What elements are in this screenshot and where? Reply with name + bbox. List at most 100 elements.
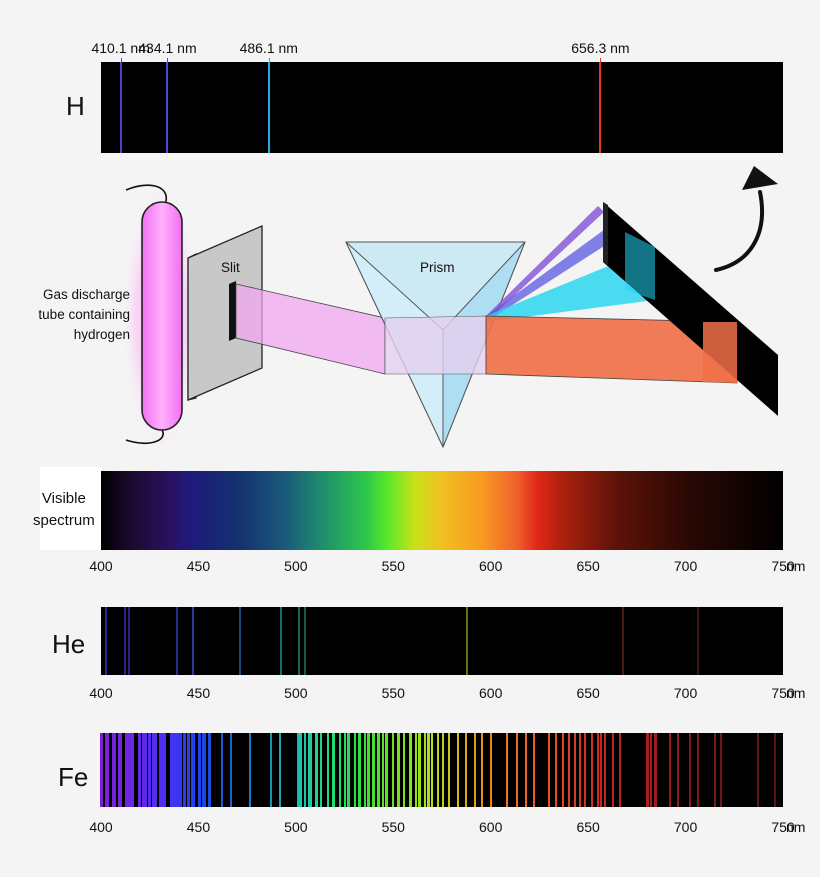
screen-edge-highlight xyxy=(603,202,608,265)
iron-line-12 xyxy=(151,733,157,807)
iron-line-83 xyxy=(646,733,650,807)
iron-line-60 xyxy=(447,733,450,807)
iron-line-9 xyxy=(141,733,145,807)
prism-label: Prism xyxy=(420,260,455,275)
iron-line-17 xyxy=(177,733,182,807)
iron-line-48 xyxy=(384,733,388,807)
iron-axis-tick-500: 500 xyxy=(284,819,308,835)
hydrogen-line-0 xyxy=(119,62,122,153)
iron-line-32 xyxy=(307,733,310,807)
iron-line-19 xyxy=(187,733,191,807)
iron-line-37 xyxy=(331,733,335,807)
iron-line-76 xyxy=(584,733,587,807)
iron-line-26 xyxy=(249,733,252,807)
iron-line-80 xyxy=(603,733,606,807)
iron-line-6 xyxy=(126,733,132,807)
iron-line-14 xyxy=(163,733,167,807)
visible-axis-tick-700: 700 xyxy=(673,558,698,574)
iron-axis-tick-650: 650 xyxy=(576,819,600,835)
iron-line-78 xyxy=(596,733,599,807)
iron-line-2 xyxy=(111,733,115,807)
iron-symbol: Fe xyxy=(58,762,89,792)
iron-line-29 xyxy=(296,733,300,807)
iron-line-40 xyxy=(346,733,350,807)
beam-violet xyxy=(486,206,604,322)
iron-line-53 xyxy=(414,733,417,807)
tube-wire-bottom xyxy=(125,429,164,445)
iron-axis-unit: nm xyxy=(786,819,806,835)
iron-line-41 xyxy=(353,733,356,807)
visible-spectrum-label: Visible spectrum xyxy=(33,488,95,532)
iron-line-8 xyxy=(138,733,142,807)
iron-axis-tick-550: 550 xyxy=(381,819,405,835)
helium-line-11 xyxy=(697,607,700,675)
iron-line-25 xyxy=(230,733,233,807)
helium-axis-tick-650: 650 xyxy=(576,685,600,701)
tube-label-line-3: hydrogen xyxy=(73,327,130,342)
visible-axis-tick-550: 550 xyxy=(381,558,405,574)
iron-line-43 xyxy=(363,733,366,807)
helium-line-0 xyxy=(105,607,108,675)
iron-axis-tick-750: 750 xyxy=(771,819,795,835)
hydrogen-line-label-1: 434.1 nm xyxy=(138,40,197,56)
helium-line-3 xyxy=(175,607,178,675)
iron-axis-tick-600: 600 xyxy=(479,819,503,835)
iron-line-46 xyxy=(376,733,380,807)
helium-line-7 xyxy=(297,607,300,675)
iron-line-57 xyxy=(430,733,433,807)
helium-line-8 xyxy=(304,607,307,675)
iron-line-34 xyxy=(315,733,319,807)
hydrogen-emission-spectrum xyxy=(101,62,783,153)
iron-line-13 xyxy=(158,733,164,807)
iron-line-92 xyxy=(756,733,759,807)
visible-label-line-2: spectrum xyxy=(33,512,95,529)
iron-line-67 xyxy=(516,733,519,807)
iron-line-38 xyxy=(339,733,342,807)
iron-line-4 xyxy=(117,733,122,807)
visible-axis-unit: nm xyxy=(786,558,806,574)
helium-axis-tick-700: 700 xyxy=(673,685,698,701)
iron-line-54 xyxy=(418,733,422,807)
iron-line-36 xyxy=(327,733,330,807)
iron-line-87 xyxy=(676,733,679,807)
beam-indigo xyxy=(486,224,626,322)
iron-line-56 xyxy=(426,733,430,807)
iron-line-42 xyxy=(358,733,362,807)
iron-line-68 xyxy=(524,733,527,807)
iron-line-91 xyxy=(719,733,722,807)
gas-discharge-tube xyxy=(141,201,183,431)
curved-arrow-head xyxy=(742,166,778,190)
iron-line-18 xyxy=(182,733,186,807)
iron-line-21 xyxy=(198,733,202,807)
iron-line-58 xyxy=(437,733,440,807)
iron-line-64 xyxy=(480,733,483,807)
iron-line-47 xyxy=(381,733,384,807)
helium-axis-tick-500: 500 xyxy=(284,685,308,701)
helium-line-9 xyxy=(465,607,468,675)
helium-axis-tick-550: 550 xyxy=(381,685,405,701)
iron-axis-tick-450: 450 xyxy=(186,819,211,835)
iron-line-3 xyxy=(114,733,117,807)
helium-line-2 xyxy=(128,607,131,675)
iron-line-61 xyxy=(456,733,459,807)
iron-line-30 xyxy=(299,733,303,807)
iron-emission-spectrum xyxy=(100,733,783,807)
iron-line-1 xyxy=(104,733,109,807)
iron-line-81 xyxy=(612,733,615,807)
helium-axis-tick-400: 400 xyxy=(89,685,113,701)
light-beam-in-prism xyxy=(384,315,487,375)
hydrogen-line-1 xyxy=(166,62,169,153)
helium-axis-unit: nm xyxy=(786,685,806,701)
beam-red-on-screen xyxy=(703,322,737,383)
iron-line-85 xyxy=(653,733,657,807)
visible-axis-tick-400: 400 xyxy=(89,558,113,574)
helium-line-4 xyxy=(191,607,194,675)
iron-line-70 xyxy=(548,733,551,807)
iron-line-0 xyxy=(100,733,104,807)
iron-line-75 xyxy=(579,733,582,807)
helium-emission-spectrum xyxy=(101,607,783,675)
hydrogen-line-tick-1 xyxy=(167,58,169,63)
helium-axis-tick-750: 750 xyxy=(771,685,795,701)
iron-line-27 xyxy=(269,733,272,807)
visible-axis-tick-500: 500 xyxy=(284,558,308,574)
